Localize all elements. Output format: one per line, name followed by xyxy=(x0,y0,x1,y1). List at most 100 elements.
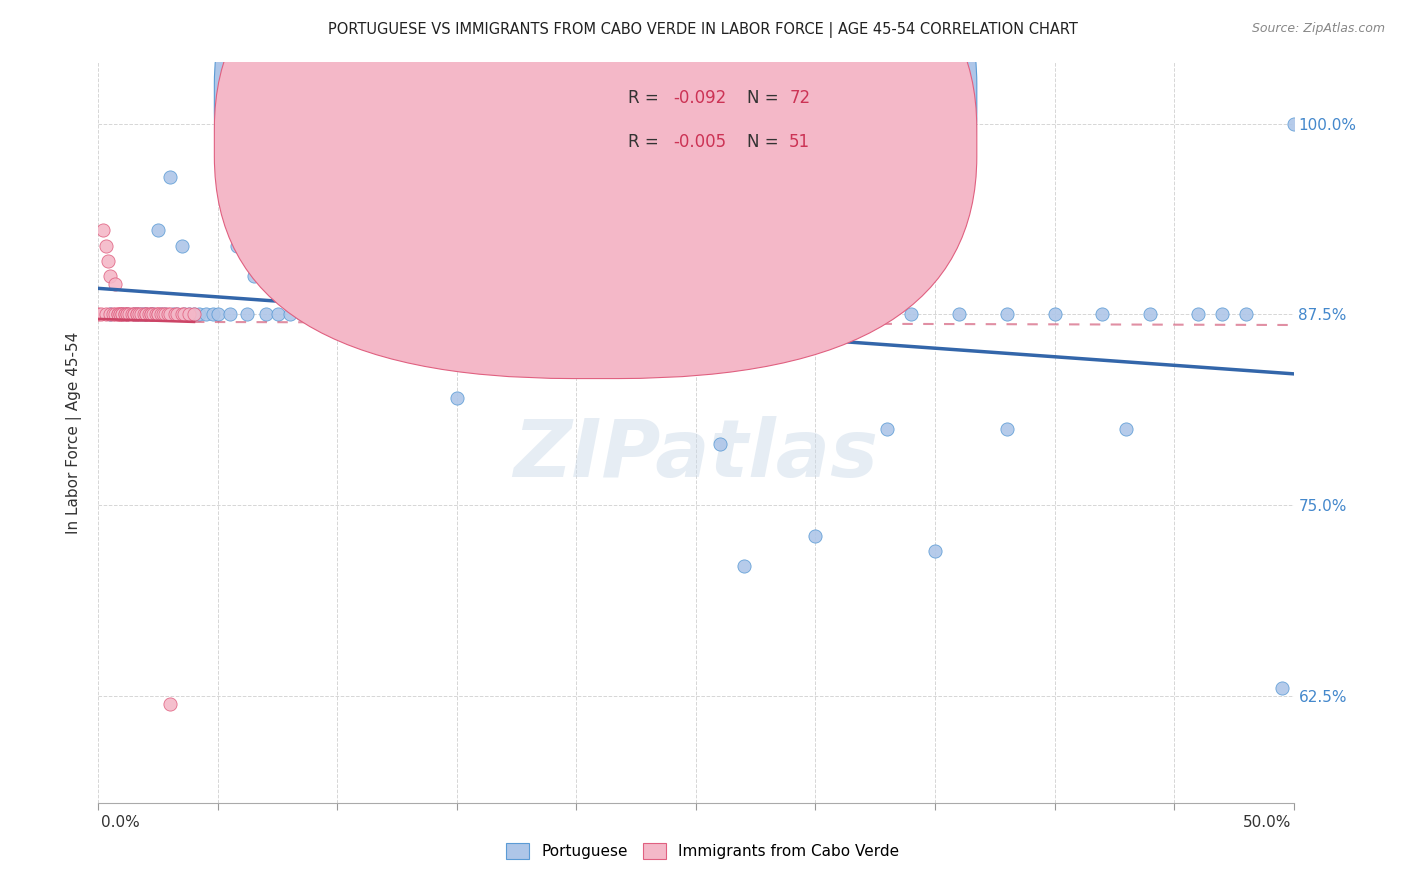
Point xyxy=(709,307,731,321)
Point xyxy=(173,307,195,321)
Point xyxy=(104,307,127,321)
Point xyxy=(470,307,492,321)
Point xyxy=(94,238,117,252)
Point xyxy=(183,307,205,321)
Point xyxy=(172,307,194,321)
Point xyxy=(149,307,172,321)
Point xyxy=(111,307,134,321)
Point xyxy=(219,307,242,321)
Point xyxy=(195,307,218,321)
Point xyxy=(995,307,1018,321)
Text: -0.005: -0.005 xyxy=(673,134,727,152)
Point xyxy=(661,307,683,321)
Point xyxy=(118,307,141,321)
Point xyxy=(155,307,177,321)
Point xyxy=(131,307,153,321)
FancyBboxPatch shape xyxy=(214,0,977,334)
Point xyxy=(149,307,172,321)
Text: 50.0%: 50.0% xyxy=(1243,815,1291,830)
Point xyxy=(132,307,155,321)
Point xyxy=(107,307,129,321)
Text: Source: ZipAtlas.com: Source: ZipAtlas.com xyxy=(1251,22,1385,36)
Point xyxy=(291,307,314,321)
Text: -0.092: -0.092 xyxy=(673,89,727,107)
Point xyxy=(166,307,188,321)
Point xyxy=(152,307,174,321)
Point xyxy=(804,529,827,543)
Point xyxy=(541,307,564,321)
Point xyxy=(148,307,170,321)
Point xyxy=(339,208,361,222)
Point xyxy=(900,307,922,321)
Point xyxy=(139,307,162,321)
Point xyxy=(995,422,1018,436)
Point xyxy=(948,307,970,321)
Text: PORTUGUESE VS IMMIGRANTS FROM CABO VERDE IN LABOR FORCE | AGE 45-54 CORRELATION : PORTUGUESE VS IMMIGRANTS FROM CABO VERDE… xyxy=(328,22,1078,38)
Point xyxy=(243,269,266,284)
Point xyxy=(98,307,122,321)
Point xyxy=(613,330,636,344)
Point xyxy=(94,307,117,321)
Point xyxy=(179,307,201,321)
Point xyxy=(111,307,134,321)
Point xyxy=(183,307,205,321)
Point xyxy=(145,307,167,321)
Point xyxy=(1091,307,1114,321)
Point xyxy=(733,559,755,574)
Point xyxy=(166,307,188,321)
FancyBboxPatch shape xyxy=(558,73,863,181)
Text: 0.0%: 0.0% xyxy=(101,815,139,830)
Text: R =: R = xyxy=(628,134,664,152)
Point xyxy=(101,307,124,321)
Point xyxy=(125,307,148,321)
Point xyxy=(142,307,165,321)
Point xyxy=(709,437,731,451)
Point xyxy=(1115,422,1137,436)
Point xyxy=(173,307,195,321)
Point xyxy=(91,223,114,237)
Point xyxy=(202,307,225,321)
Point xyxy=(326,307,349,321)
Point xyxy=(163,307,186,321)
Point xyxy=(90,307,112,321)
Point xyxy=(97,253,120,268)
Point xyxy=(156,307,179,321)
Point xyxy=(494,307,516,321)
Point xyxy=(852,307,875,321)
Point xyxy=(302,307,325,321)
Point xyxy=(111,307,134,321)
Y-axis label: In Labor Force | Age 45-54: In Labor Force | Age 45-54 xyxy=(66,332,83,533)
Point xyxy=(114,307,136,321)
Point xyxy=(155,307,177,321)
Point xyxy=(135,307,157,321)
Point xyxy=(350,307,373,321)
Point xyxy=(98,307,122,321)
Point xyxy=(107,307,129,321)
Point xyxy=(1271,681,1294,696)
Point xyxy=(1187,307,1209,321)
Point xyxy=(172,238,194,252)
Point xyxy=(226,238,249,252)
FancyBboxPatch shape xyxy=(214,0,977,378)
Legend: Portuguese, Immigrants from Cabo Verde: Portuguese, Immigrants from Cabo Verde xyxy=(499,835,907,866)
Point xyxy=(1139,307,1161,321)
Point xyxy=(804,307,827,321)
Point xyxy=(108,307,131,321)
Point xyxy=(162,307,184,321)
Point xyxy=(132,307,155,321)
Point xyxy=(159,169,181,184)
Point xyxy=(114,307,136,321)
Text: R =: R = xyxy=(628,89,664,107)
Text: 72: 72 xyxy=(789,89,810,107)
Point xyxy=(104,277,127,291)
Point xyxy=(125,307,148,321)
Point xyxy=(1282,116,1305,130)
Point xyxy=(876,422,898,436)
Point xyxy=(115,307,138,321)
Point xyxy=(115,307,138,321)
Point xyxy=(565,307,588,321)
Point xyxy=(398,307,420,321)
Point xyxy=(159,697,181,711)
Point xyxy=(422,307,444,321)
Point xyxy=(207,307,229,321)
